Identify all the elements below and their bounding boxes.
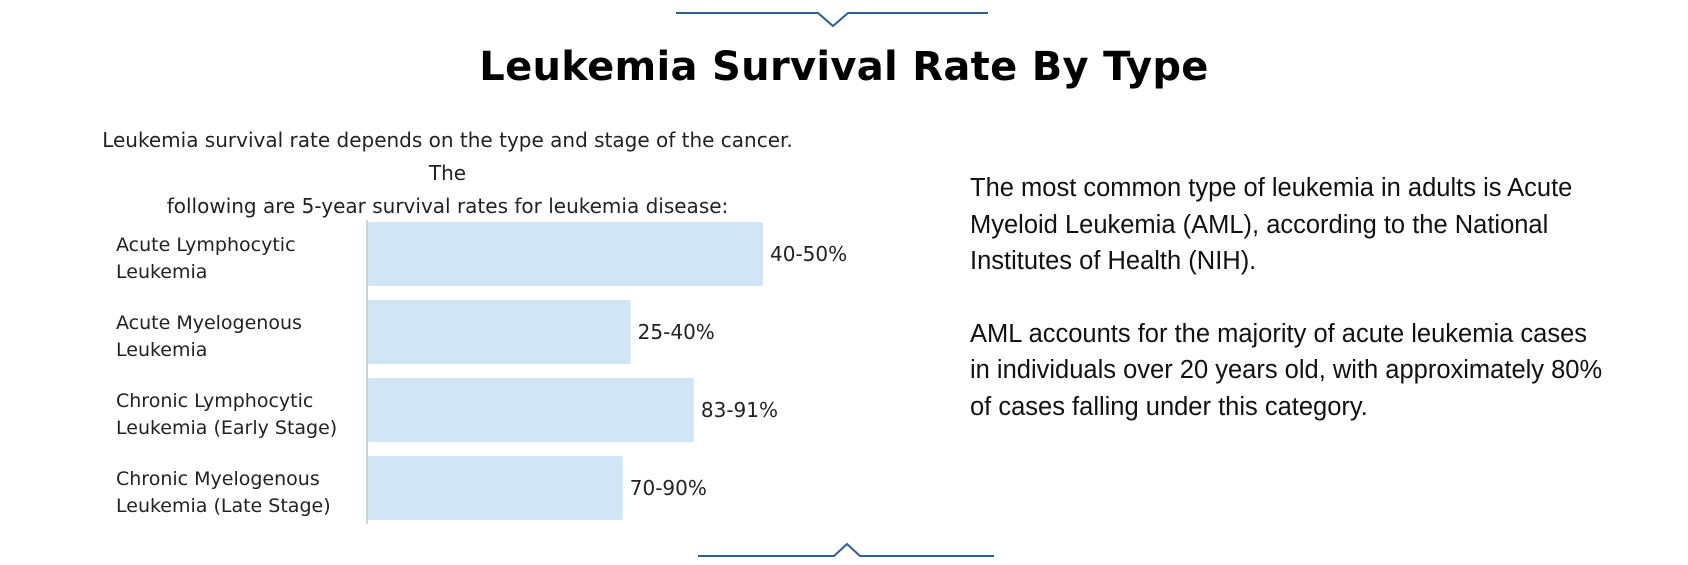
intro-line-1: Leukemia survival rate depends on the ty… [102, 128, 793, 185]
page-title: Leukemia Survival Rate By Type [479, 44, 1209, 90]
category-label-4: Chronic Myelogenous Leukemia (Late Stage) [116, 468, 331, 517]
intro-line-2: following are 5-year survival rates for … [166, 194, 729, 218]
bar-1 [368, 222, 763, 286]
side-text: The most common type of leukemia in adul… [970, 170, 1610, 425]
intro-text: Leukemia survival rate depends on the ty… [95, 124, 800, 223]
category-label-1: Acute Lymphocytic Leukemia [116, 234, 296, 283]
category-label-2: Acute Myelogenous Leukemia [116, 312, 302, 361]
value-label-4: 70-90% [630, 476, 707, 500]
value-label-1: 40-50% [770, 242, 847, 266]
side-paragraph-1: The most common type of leukemia in adul… [970, 174, 1573, 275]
top-divider [676, 12, 988, 28]
bottom-divider [698, 542, 994, 557]
value-label-3: 83-91% [701, 398, 778, 422]
survival-rate-bar-chart: Acute Lymphocytic Leukemia 40-50% Acute Mye… [116, 220, 847, 524]
bar-4 [368, 456, 623, 520]
category-label-3: Chronic Lymphocytic Leukemia (Early Stage… [116, 390, 337, 439]
bar-2 [368, 300, 631, 364]
side-paragraph-2: AML accounts for the majority of acute l… [970, 319, 1603, 421]
bar-3 [368, 378, 694, 442]
value-label-2: 25-40% [638, 320, 715, 344]
